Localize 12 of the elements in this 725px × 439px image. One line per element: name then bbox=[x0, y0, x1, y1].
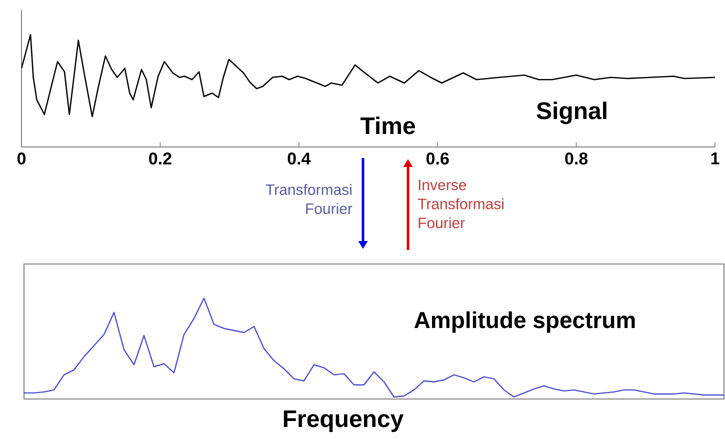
x-tick-label: 0.4 bbox=[288, 152, 311, 165]
x-tick-label: 1 bbox=[711, 152, 720, 164]
text: Amplitude spectrum bbox=[414, 311, 635, 333]
x-axis-title: Time bbox=[360, 116, 415, 134]
text: Signal bbox=[536, 102, 606, 124]
x-tick-label: 0 bbox=[17, 152, 26, 165]
x-tick-label: 0.6 bbox=[426, 152, 449, 165]
x-tick-label: 0.8 bbox=[565, 152, 588, 165]
text: Inverse Transformasi Fourier bbox=[418, 180, 504, 228]
text: Transformasi Fourier bbox=[266, 184, 352, 214]
x-tick-label: 0.2 bbox=[149, 152, 172, 165]
x-axis-title: Frequency bbox=[284, 410, 404, 432]
